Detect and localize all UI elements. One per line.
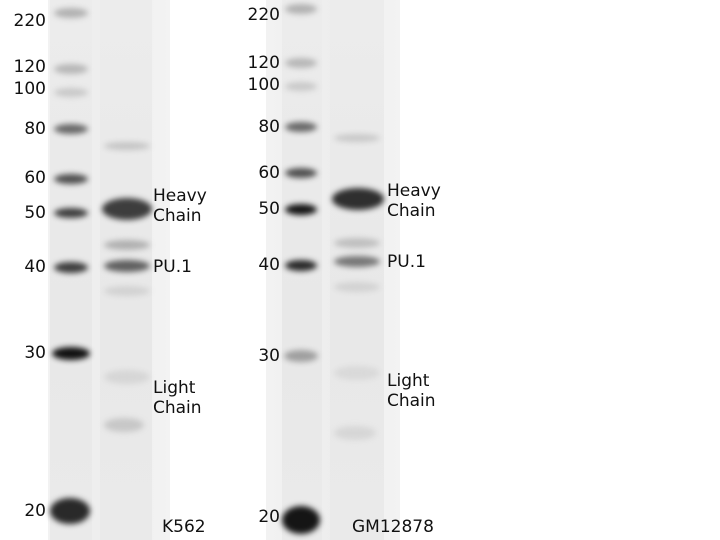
sample-lane-right [330, 0, 384, 540]
heavy-chain-label: Heavy Chain [153, 186, 207, 226]
ladder-band [285, 58, 317, 68]
blot-panel-left: 220 120 100 80 60 50 40 30 20 Heavy Chai… [0, 0, 235, 540]
ladder-band [54, 124, 88, 134]
ladder-band [54, 88, 88, 97]
ladder-band [285, 260, 317, 271]
heavy-chain-band [102, 198, 152, 220]
mw-label-50: 50 [258, 199, 280, 219]
light-chain-label: Light Chain [387, 371, 436, 411]
sample-band [104, 240, 150, 250]
mw-label-40: 40 [258, 255, 280, 275]
sample-band [104, 142, 150, 150]
light-chain-band [334, 366, 380, 380]
mw-label-30: 30 [24, 343, 46, 363]
mw-label-20: 20 [258, 507, 280, 527]
pu1-label: PU.1 [387, 252, 426, 272]
mw-label-100: 100 [247, 75, 280, 95]
mw-label-60: 60 [24, 168, 46, 188]
mw-label-40: 40 [24, 257, 46, 277]
sample-band [334, 282, 380, 292]
heavy-chain-band [332, 188, 384, 210]
light-chain-band [334, 426, 376, 440]
ladder-band [284, 350, 318, 362]
ladder-band [54, 208, 88, 218]
pu1-label: PU.1 [153, 257, 192, 277]
light-chain-band [104, 418, 144, 432]
sample-band [104, 286, 150, 296]
cell-line-label: GM12878 [352, 517, 434, 537]
cell-line-label: K562 [162, 517, 206, 537]
sample-band [334, 134, 380, 142]
mw-label-80: 80 [24, 119, 46, 139]
mw-label-20: 20 [24, 501, 46, 521]
mw-label-120: 120 [13, 57, 46, 77]
ladder-band [285, 204, 317, 215]
sample-band [334, 238, 380, 248]
mw-label-100: 100 [13, 79, 46, 99]
mw-label-220: 220 [13, 11, 46, 31]
mw-label-50: 50 [24, 203, 46, 223]
light-chain-label: Light Chain [153, 378, 202, 418]
ladder-band [54, 174, 88, 184]
ladder-band [54, 64, 88, 74]
pu1-band [334, 256, 380, 267]
ladder-band [285, 168, 317, 178]
mw-label-120: 120 [247, 53, 280, 73]
ladder-band [50, 498, 90, 524]
mw-label-30: 30 [258, 346, 280, 366]
ladder-band [54, 262, 88, 273]
blot-panel-right: 220 120 100 80 60 50 40 30 20 Heavy Chai… [240, 0, 460, 540]
light-chain-band [104, 370, 150, 384]
ladder-band [282, 506, 320, 534]
mw-label-60: 60 [258, 163, 280, 183]
ladder-band [285, 82, 317, 91]
mw-label-80: 80 [258, 117, 280, 137]
ladder-band [54, 8, 88, 18]
ladder-band [285, 122, 317, 132]
ladder-band [52, 347, 90, 360]
ladder-band [285, 4, 317, 14]
mw-label-220: 220 [247, 5, 280, 25]
pu1-band [104, 260, 150, 272]
heavy-chain-label: Heavy Chain [387, 181, 441, 221]
